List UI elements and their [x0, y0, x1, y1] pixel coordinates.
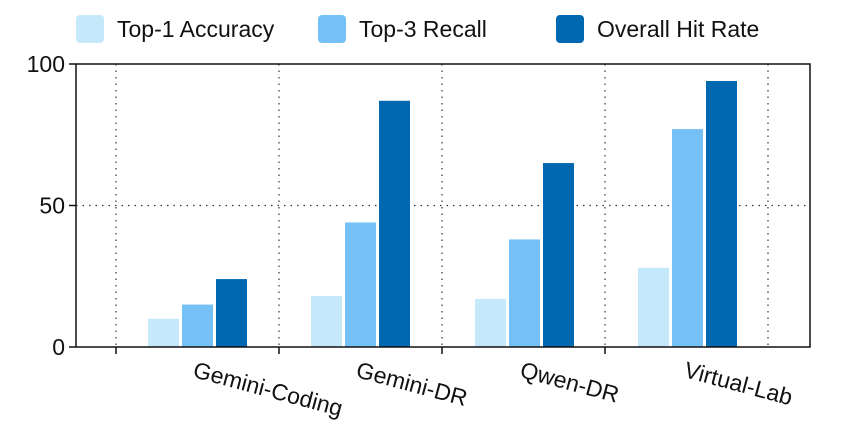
bar-top-1-accuracy-virtual-lab — [638, 267, 669, 347]
x-tick-label-qwen-dr: Qwen-DR — [518, 356, 622, 407]
legend-label-top-1-accuracy: Top-1 Accuracy — [117, 16, 275, 42]
legend-label-overall-hit-rate: Overall Hit Rate — [597, 16, 759, 42]
bar-top-1-accuracy-gemini-coding — [148, 318, 179, 347]
bar-top-3-recall-gemini-dr — [345, 222, 376, 347]
bar-overall-hit-rate-gemini-dr — [379, 100, 410, 347]
x-tick-label-virtual-lab: Virtual-Lab — [682, 356, 796, 410]
y-tick-label: 100 — [27, 51, 65, 77]
x-tick-label-gemini-dr: Gemini-DR — [354, 356, 471, 411]
bar-top-3-recall-gemini-coding — [182, 304, 213, 347]
bar-overall-hit-rate-virtual-lab — [706, 80, 737, 347]
y-tick-label: 50 — [39, 193, 65, 219]
legend-swatch-top-3-recall — [318, 15, 346, 43]
bar-top-1-accuracy-gemini-dr — [311, 296, 342, 347]
bar-overall-hit-rate-qwen-dr — [543, 163, 574, 347]
bar-top-1-accuracy-qwen-dr — [475, 298, 506, 347]
chart-legend: Top-1 Accuracy Top-3 Recall Overall Hit Ra… — [76, 15, 759, 43]
legend-swatch-overall-hit-rate — [556, 15, 584, 43]
bar-top-3-recall-qwen-dr — [509, 239, 540, 347]
bar-overall-hit-rate-gemini-coding — [216, 279, 247, 347]
x-tick-label-gemini-coding: Gemini-Coding — [191, 356, 346, 421]
legend-label-top-3-recall: Top-3 Recall — [359, 16, 487, 42]
x-axis: Gemini-Coding Gemini-DR Qwen-DR Virtual-Lab — [115, 347, 796, 421]
y-tick-label: 0 — [52, 334, 65, 360]
y-axis: 0 50 100 — [27, 51, 76, 360]
bar-top-3-recall-virtual-lab — [672, 129, 703, 347]
chart-bars — [148, 80, 737, 347]
legend-swatch-top-1-accuracy — [76, 15, 104, 43]
